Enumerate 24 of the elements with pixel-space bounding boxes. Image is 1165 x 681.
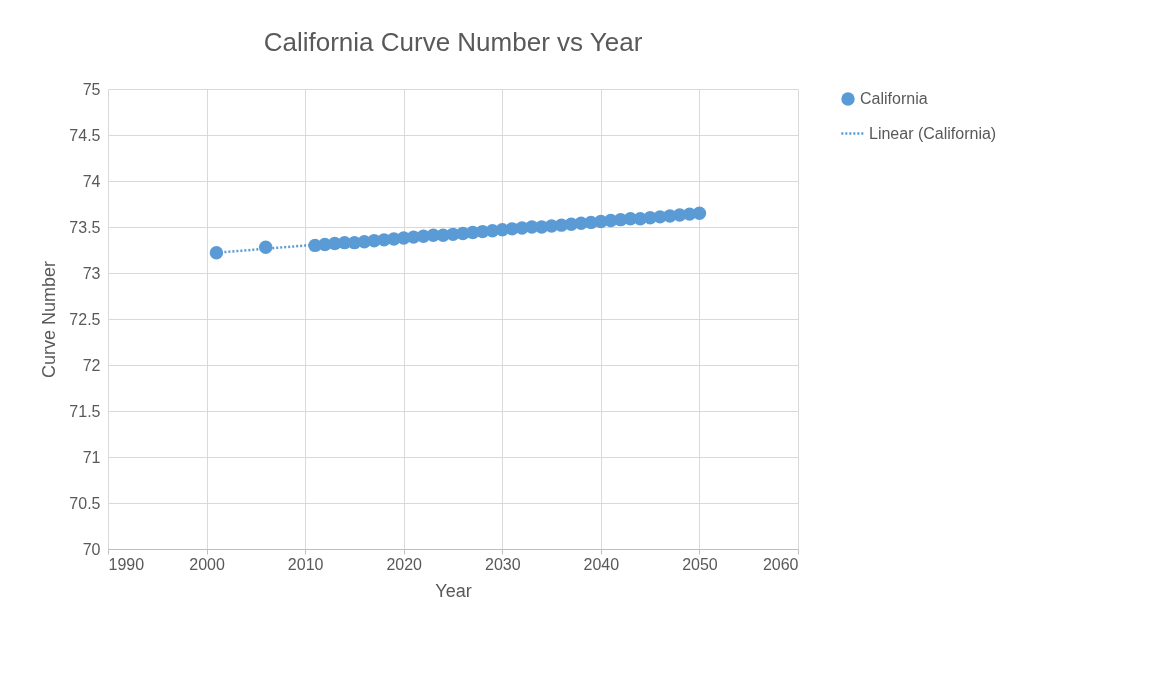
y-tick-label: 73 bbox=[82, 264, 101, 282]
y-tick-label: 72.5 bbox=[69, 310, 101, 328]
x-tick-label: 2020 bbox=[386, 555, 423, 573]
x-tick-label: 2060 bbox=[762, 555, 799, 573]
y-tick-label: 71.5 bbox=[69, 402, 101, 420]
x-tick-label: 2000 bbox=[189, 555, 225, 573]
chart-title: California Curve Number vs Year bbox=[263, 27, 643, 57]
legend-label: Linear (California) bbox=[869, 124, 997, 142]
y-tick-label: 74.5 bbox=[69, 126, 101, 144]
x-tick-label: 2030 bbox=[484, 555, 521, 573]
legend-label: California bbox=[860, 90, 928, 107]
x-tick-label: 1990 bbox=[108, 555, 145, 573]
y-tick-label: 73.5 bbox=[69, 218, 101, 236]
y-tick-label: 72 bbox=[82, 356, 101, 374]
y-tick-label: 70 bbox=[82, 540, 101, 558]
x-tick-label: 2010 bbox=[287, 555, 324, 573]
y-axis-title: Curve Number bbox=[39, 260, 60, 379]
x-tick-label: 2040 bbox=[583, 555, 620, 573]
y-tick-label: 74 bbox=[82, 172, 101, 190]
y-tick-label: 70.5 bbox=[69, 494, 101, 512]
x-axis-title: Year bbox=[435, 580, 472, 601]
x-tick-label: 2050 bbox=[682, 555, 718, 573]
y-tick-label: 75 bbox=[82, 80, 101, 98]
y-tick-label: 71 bbox=[82, 448, 101, 466]
